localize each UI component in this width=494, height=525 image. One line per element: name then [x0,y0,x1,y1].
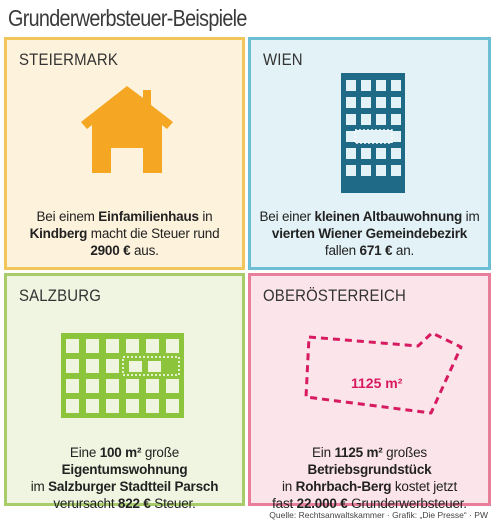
window [376,80,386,91]
window [86,359,99,373]
text-part: aus. [130,243,159,258]
page-title: Grunderwerbsteuer-Beispiele [8,5,247,31]
text-part: fast [272,496,297,511]
panel-salzburg: SALZBURG Eine 100 m² große Eigentumswohn… [4,273,245,511]
highlight-property-type: kleinen Altbauwohnung [314,209,463,224]
text-part: Grunderwerbsteuer. [347,496,467,511]
panel-oberoesterreich: OBERÖSTERREICH 1125 m² Ein 1125 m² große… [248,273,491,511]
window [391,165,401,176]
highlight-location: Salzburger Stadtteil Parsch [48,479,219,494]
highlight-property-type: Einfamilienhaus [98,209,199,224]
panel-text-wien: Bei einer kleinen Altbauwohnung im viert… [251,208,488,259]
panel-title-salzburg: SALZBURG [19,286,102,305]
window [106,379,119,393]
text-part: im [30,479,49,494]
building-body [61,333,184,418]
window [166,399,179,413]
highlight-location: Kindberg [29,226,88,241]
window [126,339,139,353]
window [146,399,159,413]
text-part: Eine [69,445,100,460]
window [106,339,119,353]
window [126,399,139,413]
plot-area-label: 1125 m² [351,375,403,391]
window [86,379,99,393]
window [106,399,119,413]
window [106,359,119,373]
panel-steiermark: STEIERMARK Bei einem Einfamilienhaus in … [4,37,245,270]
window [361,97,371,108]
source-credit: Quelle: Rechtsanwaltskammer · Grafik: „D… [269,510,488,520]
text-part: Bei einem [36,209,99,224]
text-part: in [281,479,296,494]
window [146,339,159,353]
highlight-size: 1125 m² [334,445,383,460]
window [391,131,401,142]
window [66,359,79,373]
highlight-tax-amount: 2900 € [90,243,131,258]
highlight-tax-amount: 22.000 € [296,496,348,511]
window [66,379,79,393]
text-part: an. [392,243,415,258]
text-part: Ein [312,445,335,460]
text-part: kostet jetzt [391,479,458,494]
text-part: fallen [324,243,360,258]
highlight-location: vierten Wiener Gemeindebezirk [271,226,468,241]
text-part: Bei einer [259,209,315,224]
house-icon [81,86,173,173]
highlight-location: Rohrbach-Berg [295,479,392,494]
highlight-tax-amount: 822 € [117,496,151,511]
panel-wien: WIEN Bei einer kleinen Altbauwohnung im … [248,37,491,270]
window [346,80,356,91]
text-part: großes [382,445,427,460]
window [66,339,79,353]
window [376,165,386,176]
window [361,165,371,176]
window [86,339,99,353]
window [148,361,161,372]
window [166,379,179,393]
window [166,339,179,353]
panel-title-steiermark: STEIERMARK [19,50,119,69]
window [376,97,386,108]
window [376,114,386,125]
panel-title-oberoesterreich: OBERÖSTERREICH [263,286,406,305]
text-part: macht die Steuer rund [87,226,220,241]
window [66,399,79,413]
text-part: verursacht [53,496,118,511]
window [346,148,356,159]
window [361,80,371,91]
highlight-size: 100 m² [99,445,142,460]
window [391,97,401,108]
window [391,80,401,91]
window [346,114,356,125]
land-plot-icon: 1125 m² [304,331,463,415]
text-part: große [141,445,180,460]
apartment-building-icon [341,73,405,193]
window [86,399,99,413]
window [146,379,159,393]
text-part: im [462,209,480,224]
highlighted-apartment [354,129,393,144]
window [361,114,371,125]
text-part: in [198,209,213,224]
panel-text-oberoesterreich: Ein 1125 m² großes Betriebsgrundstück in… [251,444,488,512]
highlight-tax-amount: 671 € [359,243,393,258]
window [391,148,401,159]
window [376,148,386,159]
panel-text-steiermark: Bei einem Einfamilienhaus in Kindberg ma… [7,208,242,259]
window [391,114,401,125]
window [126,379,139,393]
window [361,148,371,159]
panel-text-salzburg: Eine 100 m² große Eigentumswohnung im Sa… [7,444,242,512]
window [346,165,356,176]
window [346,131,356,142]
apartment-block-icon [61,333,184,418]
highlight-property-type: Betriebsgrundstück [307,462,432,477]
panel-title-wien: WIEN [263,50,303,69]
text-part: Steuer. [150,496,196,511]
highlight-property-type: Eigentumswohnung [61,462,188,477]
window [346,97,356,108]
window [129,361,142,372]
